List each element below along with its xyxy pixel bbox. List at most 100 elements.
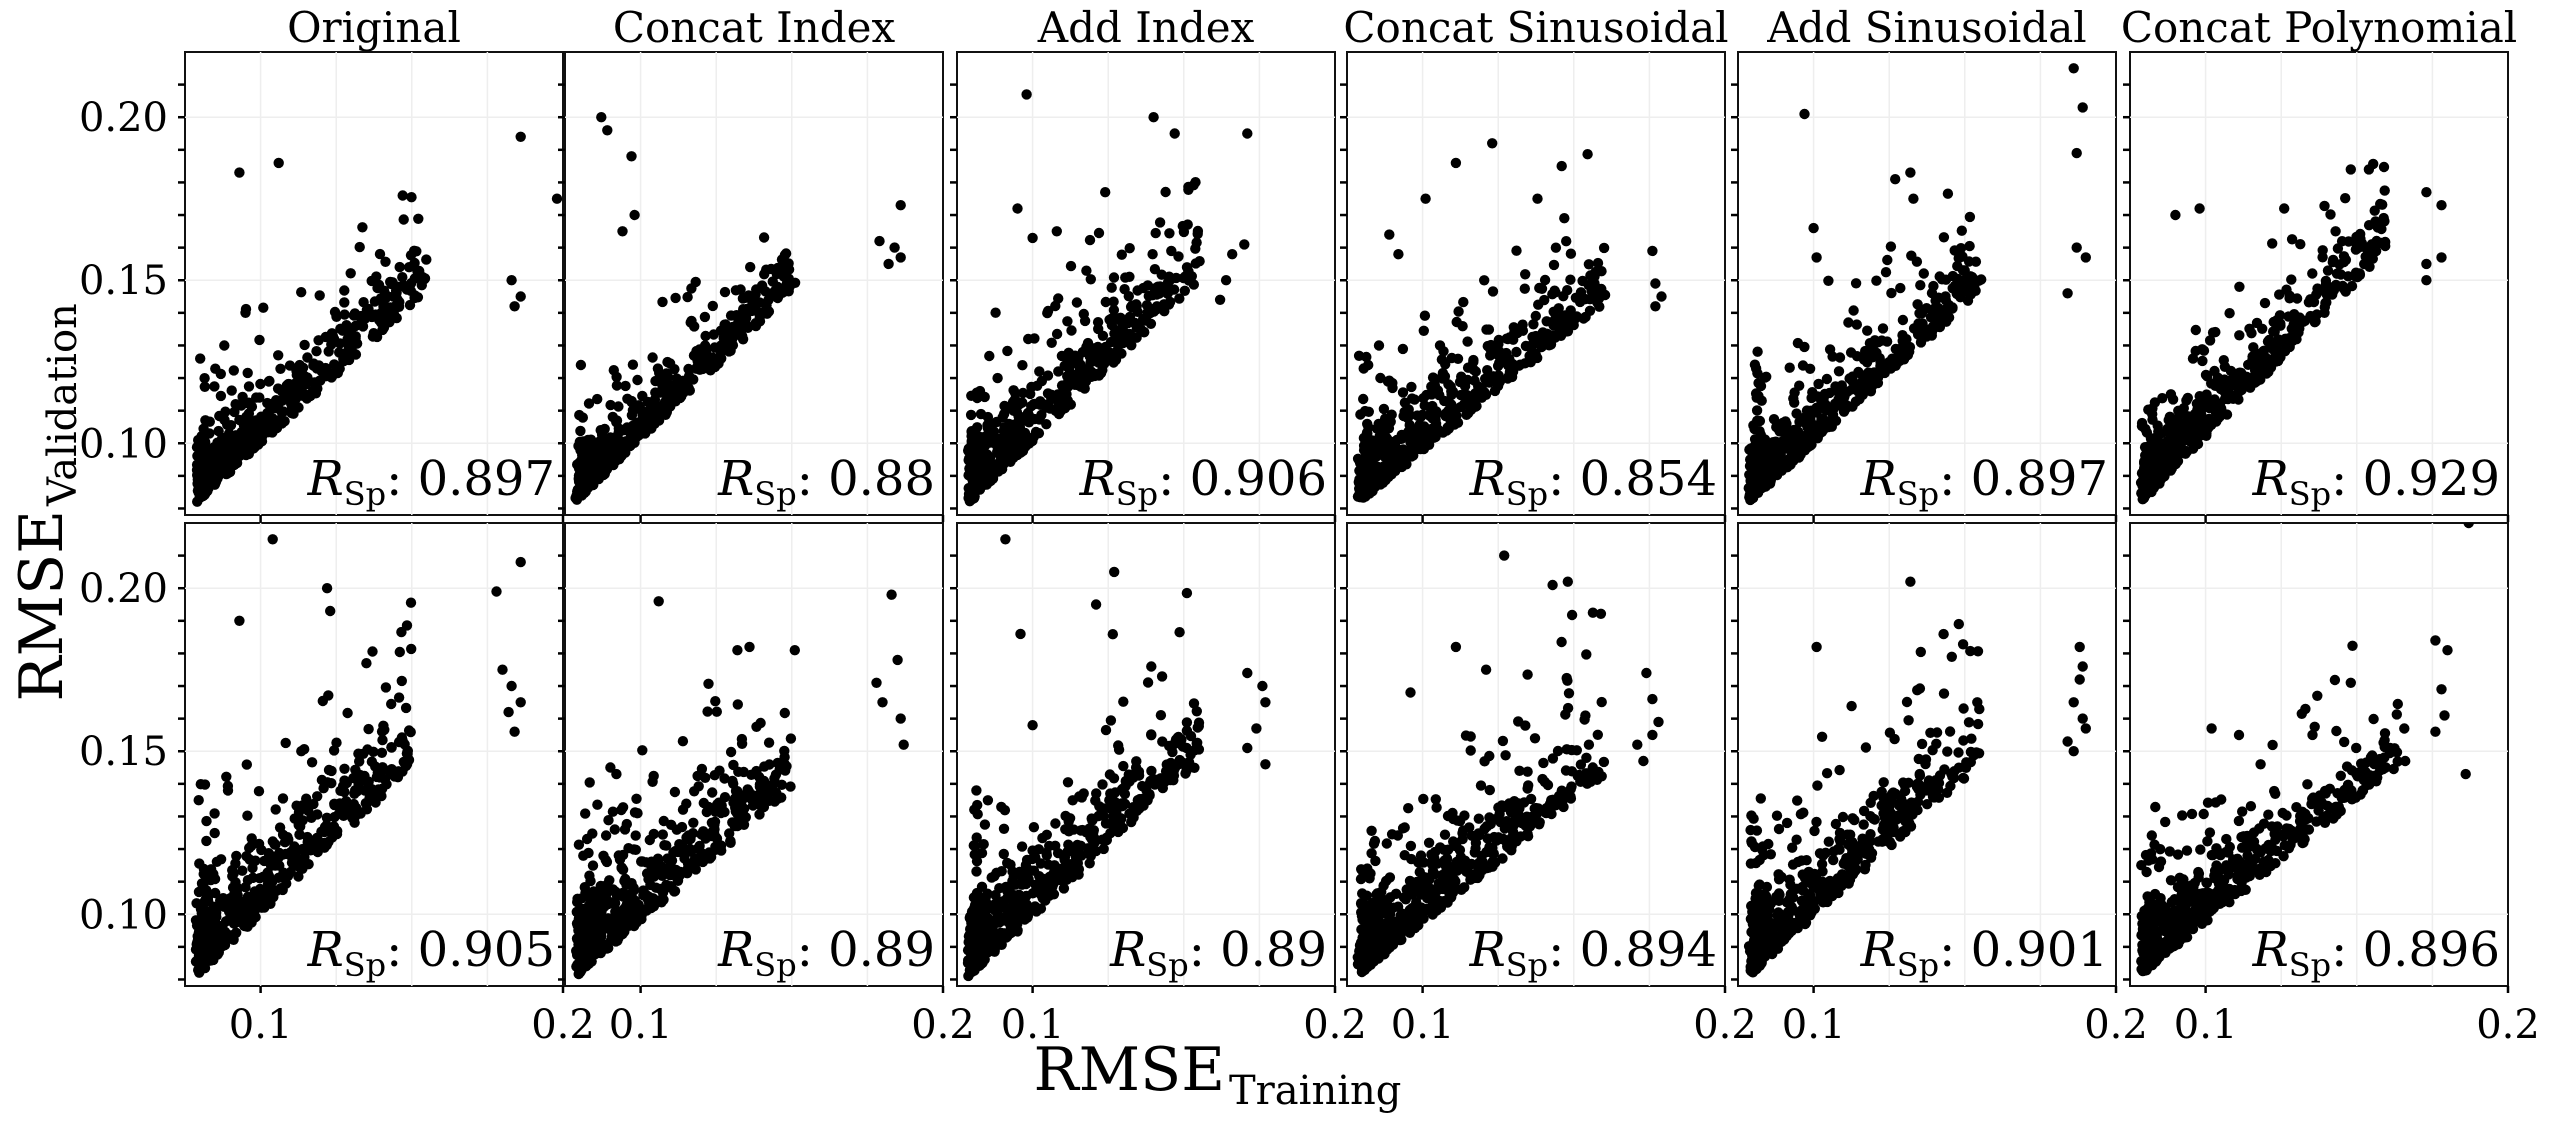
panel-frame <box>2129 51 2509 516</box>
data-point <box>308 798 319 810</box>
data-point <box>581 833 593 845</box>
data-point <box>272 383 284 394</box>
data-point <box>200 415 211 426</box>
data-point-outlier <box>2330 226 2341 237</box>
data-point <box>1515 359 1526 370</box>
data-point <box>2281 284 2292 295</box>
scatter-points <box>2135 158 2447 505</box>
data-point <box>1799 434 1810 446</box>
data-point <box>286 407 297 419</box>
data-point <box>1146 765 1157 777</box>
data-point <box>745 261 756 273</box>
data-point <box>1584 305 1596 316</box>
data-point <box>2295 239 2306 250</box>
data-point <box>386 742 397 753</box>
data-point <box>596 455 607 467</box>
data-point <box>710 696 721 707</box>
data-point <box>692 770 703 782</box>
data-point <box>242 367 253 379</box>
data-point <box>196 878 208 889</box>
data-point <box>731 310 742 321</box>
data-point <box>2173 416 2184 428</box>
data-point-outlier <box>1905 167 1916 178</box>
data-point <box>1007 452 1019 464</box>
data-point <box>1421 389 1432 401</box>
data-point <box>1934 321 1946 333</box>
data-point <box>250 415 262 426</box>
data-point <box>583 847 594 859</box>
data-point <box>2332 243 2344 254</box>
data-point <box>1033 428 1045 439</box>
data-point <box>2367 243 2378 254</box>
data-point-outlier <box>2080 252 2091 263</box>
data-point <box>1456 371 1467 382</box>
data-point <box>198 906 210 917</box>
data-point <box>372 767 383 778</box>
spearman-subscript: Sp <box>344 946 386 984</box>
data-point <box>776 792 787 803</box>
data-point-outlier <box>240 307 251 318</box>
data-point <box>264 375 275 387</box>
data-point <box>1013 417 1024 428</box>
data-point-outlier <box>506 275 517 286</box>
data-point <box>1361 470 1373 481</box>
data-point <box>1813 378 1824 390</box>
data-point <box>197 466 209 477</box>
data-point <box>2363 220 2375 231</box>
data-point <box>1469 388 1481 399</box>
data-point <box>339 763 350 774</box>
data-point <box>1403 426 1414 437</box>
data-point <box>242 810 253 821</box>
data-point <box>1051 328 1063 340</box>
data-point <box>2224 388 2235 400</box>
data-point-outlier <box>605 762 616 773</box>
data-point <box>295 821 306 832</box>
data-point <box>222 456 234 468</box>
data-point <box>1827 351 1838 362</box>
data-point <box>378 720 389 731</box>
data-point <box>209 808 220 819</box>
data-point <box>675 385 686 396</box>
data-point <box>674 377 685 388</box>
data-point-outlier <box>2194 203 2205 214</box>
data-point <box>577 903 588 915</box>
data-point-outlier <box>2345 164 2356 175</box>
data-point <box>1753 377 1764 389</box>
data-point <box>643 874 654 885</box>
data-point <box>982 411 994 423</box>
data-point <box>1062 777 1074 788</box>
data-point <box>262 397 273 409</box>
data-point-outlier <box>1487 138 1498 149</box>
data-point-outlier <box>1420 193 1431 204</box>
data-point <box>1191 738 1202 749</box>
data-point <box>2378 212 2389 224</box>
data-point <box>1820 416 1832 427</box>
data-point <box>1056 380 1068 391</box>
data-point <box>385 276 396 288</box>
data-point <box>1565 274 1576 285</box>
data-point <box>349 817 360 828</box>
data-point <box>293 861 305 872</box>
data-point <box>643 891 654 902</box>
data-point <box>1094 801 1105 812</box>
data-point-outlier <box>1393 249 1404 260</box>
data-point <box>2136 420 2148 432</box>
data-point <box>2338 251 2350 262</box>
data-point <box>274 822 286 833</box>
data-point <box>200 939 211 950</box>
data-point <box>1927 307 1938 319</box>
data-point <box>1063 347 1074 358</box>
data-point-outlier <box>321 583 333 594</box>
data-point <box>393 692 405 703</box>
data-point <box>2144 454 2155 465</box>
data-point <box>1781 430 1792 441</box>
data-point <box>1962 295 1974 306</box>
data-point <box>218 939 230 950</box>
data-point <box>237 865 248 876</box>
panel-r2-c2: RSp: 0.89 <box>558 522 945 993</box>
data-point <box>1519 283 1531 294</box>
data-point <box>573 839 585 850</box>
data-point <box>275 363 286 374</box>
data-point-outlier <box>1220 275 1232 286</box>
